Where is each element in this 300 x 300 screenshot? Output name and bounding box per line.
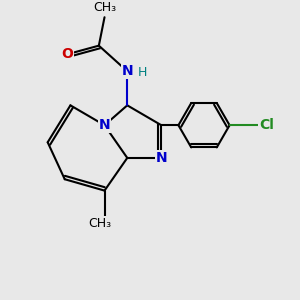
Text: CH₃: CH₃ (89, 217, 112, 230)
Text: O: O (61, 47, 74, 61)
Text: N: N (99, 118, 110, 132)
Text: H: H (138, 66, 147, 79)
Text: Cl: Cl (259, 118, 274, 132)
Text: N: N (122, 64, 133, 78)
Text: CH₃: CH₃ (93, 2, 116, 14)
Text: N: N (156, 151, 167, 165)
